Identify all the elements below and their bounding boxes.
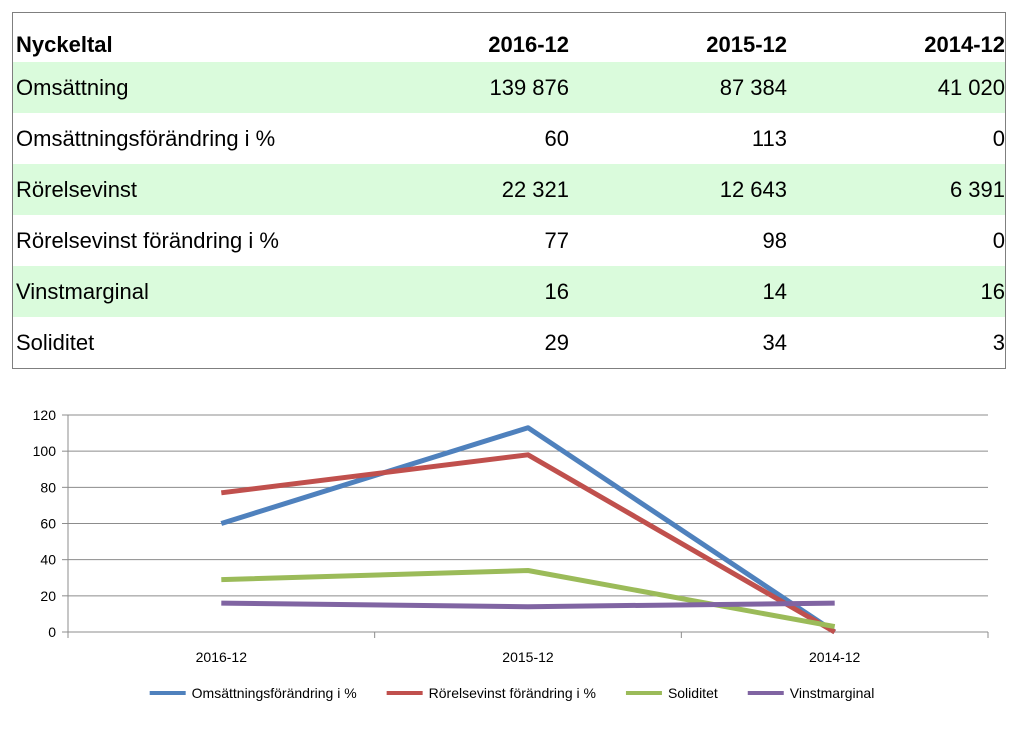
legend-label: Vinstmarginal: [790, 685, 875, 701]
cell-2016: 29: [544, 329, 569, 355]
cell-2016: 139 876: [489, 74, 569, 100]
kpi-table: Nyckeltal 2016-12 2015-12 2014-12 Omsätt…: [12, 12, 1006, 369]
cell-2014: 3: [992, 329, 1005, 355]
y-tick-label: 0: [48, 624, 56, 640]
table-row: Rörelsevinst 22 321 12 643 6 391: [13, 164, 1005, 215]
y-tick-label: 100: [33, 443, 57, 459]
series-line-4: [221, 600, 835, 610]
line-chart: 0 20 40 60 80 100 120 2016-12 2015-12 2014-12 Omsä…: [33, 407, 989, 701]
row-label: Soliditet: [16, 329, 95, 355]
x-tick-label: 2014-12: [809, 649, 861, 665]
cell-2015: 12 643: [719, 176, 787, 202]
legend-label: Soliditet: [668, 685, 718, 701]
series-line-3: [221, 568, 836, 630]
table-row: Rörelsevinst förändring i % 77 98 0: [13, 215, 1005, 266]
legend-label: Omsättningsförändring i %: [192, 685, 357, 701]
cell-2015: 87 384: [719, 74, 787, 100]
y-tick-label: 60: [40, 516, 56, 532]
cell-2016: 60: [544, 125, 569, 151]
cell-2015: 34: [762, 329, 787, 355]
header-label: Nyckeltal: [16, 32, 113, 57]
legend-label: Rörelsevinst förändring i %: [429, 685, 596, 701]
y-tick-label: 20: [40, 588, 56, 604]
cell-2014: 41 020: [937, 74, 1005, 100]
cell-2016: 22 321: [501, 176, 569, 202]
header-col-2016: 2016-12: [488, 32, 569, 57]
table-row: Omsättning 139 876 87 384 41 020: [13, 62, 1005, 113]
y-tick-label: 80: [40, 479, 56, 495]
table-row: Vinstmarginal 16 14 16: [13, 266, 1005, 317]
table-row: Soliditet 29 34 3: [13, 317, 1005, 368]
x-tick-label: 2016-12: [196, 649, 248, 665]
row-label: Vinstmarginal: [16, 278, 149, 304]
cell-2015: 98: [762, 227, 787, 253]
series-line-2: [220, 452, 836, 635]
cell-2016: 77: [544, 227, 569, 253]
y-tick-label: 40: [40, 552, 56, 568]
row-label: Rörelsevinst förändring i %: [16, 227, 279, 253]
table-header-row: Nyckeltal 2016-12 2015-12 2014-12: [13, 13, 1005, 62]
x-tick-label: 2015-12: [502, 649, 554, 665]
row-label: Omsättningsförändring i %: [16, 125, 276, 151]
cell-2015: 14: [762, 278, 787, 304]
cell-2016: 16: [544, 278, 569, 304]
header-col-2015: 2015-12: [706, 32, 787, 57]
cell-2014: 6 391: [949, 176, 1005, 202]
row-label: Omsättning: [16, 74, 129, 100]
cell-2014: 0: [992, 227, 1005, 253]
series-line-1: [220, 425, 837, 635]
row-label: Rörelsevinst: [16, 176, 138, 202]
cell-2014: 0: [992, 125, 1005, 151]
cell-2015: 113: [751, 125, 787, 151]
header-col-2014: 2014-12: [924, 32, 1005, 57]
cell-2014: 16: [980, 278, 1005, 304]
y-tick-label: 120: [33, 407, 57, 423]
table-row: Omsättningsförändring i % 60 113 0: [13, 113, 1005, 164]
